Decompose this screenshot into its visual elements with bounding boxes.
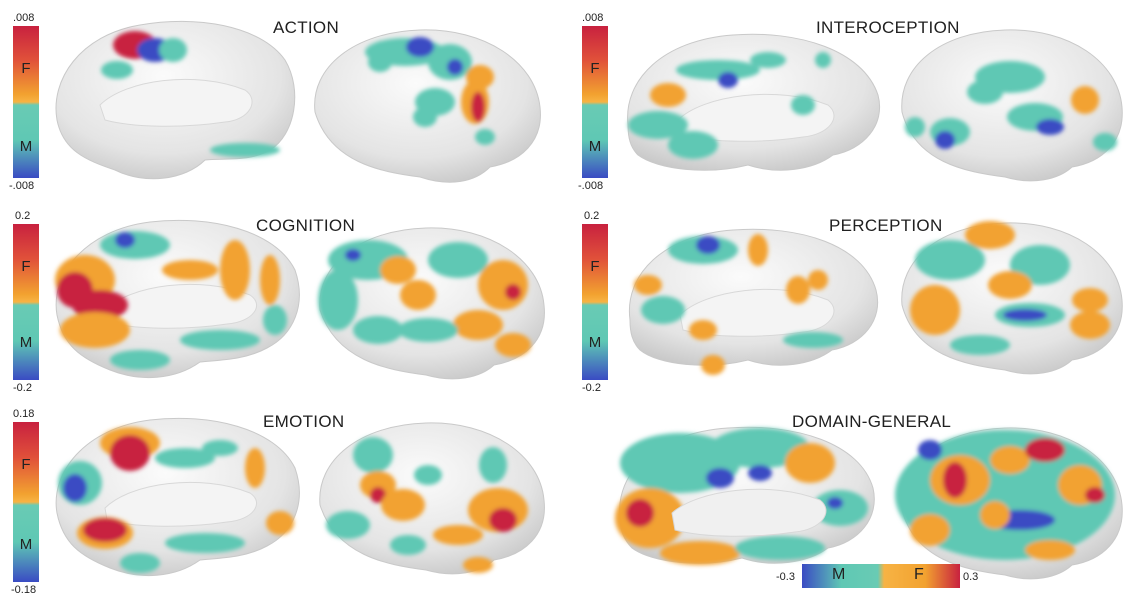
interoception-scale-max: .008 — [582, 12, 604, 24]
interoception-title: INTEROCEPTION — [816, 18, 960, 37]
domain-general-medial-brain — [615, 426, 875, 565]
action-lateral-brain — [314, 29, 541, 183]
emotion-male-label: M — [19, 536, 33, 553]
domain-general-colorbar — [802, 564, 960, 588]
action-female-label: F — [21, 60, 31, 77]
cognition-male-label: M — [19, 334, 33, 351]
cognition-female-label: F — [21, 258, 31, 275]
interoception-male-label: M — [588, 138, 602, 155]
cognition-colorbar: 0.2 F M -0.2 — [13, 210, 39, 395]
action-colorbar: .008 F M -.008 — [9, 12, 39, 192]
perception-scale-min: -0.2 — [582, 382, 601, 394]
emotion-scale-min: -0.18 — [11, 584, 37, 596]
perception-title: PERCEPTION — [829, 216, 943, 235]
action-colorbar-gradient — [13, 26, 39, 178]
action-male-label: M — [19, 138, 33, 155]
domain-general-scale-max: 0.3 — [963, 571, 979, 583]
perception-colorbar: 0.2 F M -0.2 — [582, 210, 608, 395]
domain-general-title: DOMAIN-GENERAL — [792, 412, 952, 431]
domain-general-lateral-brain — [895, 427, 1123, 580]
interoception-medial-brain — [627, 33, 880, 171]
interoception-colorbar: .008 F M -.008 — [578, 12, 608, 192]
perception-scale-max: 0.2 — [584, 210, 600, 222]
interoception-female-label: F — [590, 60, 600, 77]
emotion-lateral-brain — [319, 422, 545, 575]
interoception-colorbar-gradient — [582, 26, 608, 178]
cognition-lateral-brain — [318, 227, 545, 380]
domain-general-scale-min: -0.3 — [776, 571, 795, 583]
action-medial-brain — [55, 20, 296, 180]
action-scale-min: -.008 — [9, 180, 35, 192]
perception-male-label: M — [588, 334, 602, 351]
emotion-colorbar: 0.18 F M -0.18 — [11, 408, 39, 598]
action-scale-max: .008 — [13, 12, 35, 24]
emotion-title: EMOTION — [263, 412, 345, 431]
cognition-colorbar-gradient — [13, 224, 39, 380]
domain-general-male-label: M — [832, 566, 846, 583]
emotion-colorbar-gradient — [13, 422, 39, 582]
action-title: ACTION — [273, 18, 340, 37]
cognition-title: COGNITION — [256, 216, 356, 235]
domain-general-female-label: F — [914, 566, 924, 583]
perception-lateral-brain — [901, 221, 1123, 375]
emotion-scale-max: 0.18 — [13, 408, 35, 420]
interoception-scale-min: -.008 — [578, 180, 604, 192]
cognition-scale-min: -0.2 — [13, 382, 32, 394]
cognition-scale-max: 0.2 — [15, 210, 31, 222]
emotion-medial-brain — [55, 417, 300, 577]
cognition-medial-brain — [55, 219, 300, 379]
perception-medial-brain — [628, 228, 879, 375]
interoception-lateral-brain — [901, 29, 1123, 182]
emotion-female-label: F — [21, 456, 31, 473]
perception-female-label: F — [590, 258, 600, 275]
perception-colorbar-gradient — [582, 224, 608, 380]
